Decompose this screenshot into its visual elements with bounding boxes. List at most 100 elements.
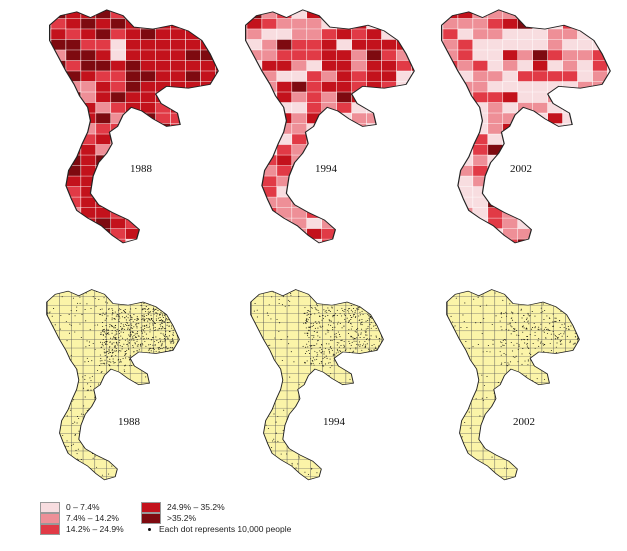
population-dot bbox=[156, 404, 158, 406]
province-region bbox=[306, 39, 322, 51]
population-dot bbox=[142, 325, 144, 327]
province-region bbox=[46, 339, 48, 349]
province-region bbox=[333, 339, 347, 349]
province-region bbox=[47, 399, 60, 409]
legend-item-dot: Each dot represents 10,000 people bbox=[141, 523, 291, 535]
population-dot bbox=[517, 361, 519, 363]
province-region bbox=[517, 49, 533, 61]
population-dot bbox=[516, 342, 518, 344]
province-region bbox=[565, 476, 578, 480]
population-dot bbox=[545, 358, 548, 360]
population-dot bbox=[577, 360, 580, 361]
population-dot bbox=[69, 458, 72, 460]
province-region bbox=[246, 91, 263, 103]
population-dot bbox=[122, 324, 125, 326]
population-dot bbox=[450, 315, 452, 317]
population-dot bbox=[129, 293, 131, 295]
population-dot bbox=[307, 314, 309, 315]
province-region bbox=[441, 49, 444, 61]
province-region bbox=[607, 123, 611, 135]
population-dot bbox=[126, 325, 128, 326]
population-dot bbox=[293, 429, 296, 430]
population-dot bbox=[304, 332, 306, 334]
population-dot bbox=[507, 362, 509, 364]
province-region bbox=[250, 356, 252, 366]
population-dot bbox=[101, 360, 103, 362]
province-region bbox=[396, 123, 412, 135]
province-region bbox=[345, 399, 358, 409]
population-dot bbox=[445, 368, 446, 369]
province-region bbox=[369, 347, 382, 357]
province-region bbox=[251, 339, 264, 349]
population-dot bbox=[147, 313, 149, 315]
population-dot bbox=[298, 296, 300, 297]
province-region bbox=[215, 217, 219, 229]
population-dot bbox=[364, 347, 366, 349]
population-dot bbox=[469, 427, 471, 429]
province-region bbox=[250, 313, 252, 323]
population-dot bbox=[351, 354, 353, 356]
population-dot bbox=[77, 378, 79, 380]
population-dot bbox=[552, 326, 554, 328]
province-region bbox=[65, 133, 82, 145]
province-region bbox=[562, 144, 578, 156]
population-dot bbox=[147, 311, 149, 313]
province-region bbox=[502, 70, 518, 82]
population-dot bbox=[344, 353, 346, 355]
province-region bbox=[275, 339, 288, 349]
population-dot bbox=[375, 357, 378, 359]
population-dot bbox=[131, 331, 133, 332]
population-dot bbox=[153, 330, 155, 331]
population-dot bbox=[275, 421, 277, 423]
population-dot bbox=[370, 415, 372, 417]
province-region bbox=[250, 382, 252, 392]
province-region bbox=[336, 28, 352, 40]
province-region bbox=[487, 238, 504, 243]
province-region bbox=[245, 154, 248, 166]
population-dot bbox=[152, 471, 154, 473]
province-region bbox=[215, 144, 219, 156]
province-region bbox=[110, 165, 126, 177]
population-dot bbox=[531, 327, 534, 328]
province-region bbox=[275, 425, 288, 434]
population-dot bbox=[365, 330, 367, 332]
population-dot bbox=[314, 313, 316, 315]
population-dot bbox=[176, 321, 178, 323]
province-region bbox=[275, 296, 288, 306]
population-dot bbox=[504, 361, 506, 363]
population-dot bbox=[495, 315, 497, 317]
province-region bbox=[562, 39, 578, 51]
province-region bbox=[411, 175, 415, 187]
population-dot bbox=[539, 342, 542, 344]
population-dot bbox=[157, 310, 159, 311]
province-region bbox=[322, 459, 335, 469]
province-region bbox=[50, 228, 67, 240]
province-region bbox=[141, 468, 154, 477]
population-dot bbox=[514, 328, 516, 330]
population-dot bbox=[153, 341, 155, 343]
province-region bbox=[532, 91, 548, 103]
province-region bbox=[577, 322, 580, 332]
province-region bbox=[366, 175, 382, 187]
population-dot bbox=[146, 308, 148, 310]
province-region bbox=[541, 416, 554, 426]
population-dot bbox=[76, 422, 78, 424]
population-dot bbox=[550, 363, 552, 365]
population-dot bbox=[504, 339, 507, 341]
province-region bbox=[502, 9, 518, 19]
province-region bbox=[200, 18, 216, 30]
population-dot bbox=[549, 360, 551, 362]
population-dot bbox=[529, 314, 531, 316]
province-region bbox=[50, 123, 67, 135]
population-dot bbox=[382, 350, 384, 352]
population-dot bbox=[343, 353, 345, 355]
province-region bbox=[553, 450, 566, 460]
population-dot bbox=[60, 381, 62, 383]
population-dot bbox=[42, 351, 43, 352]
province-region bbox=[46, 322, 48, 332]
province-region bbox=[118, 289, 131, 297]
population-dot bbox=[105, 318, 107, 320]
population-dot bbox=[113, 342, 115, 344]
population-dot bbox=[335, 352, 337, 354]
population-dot bbox=[358, 315, 360, 317]
